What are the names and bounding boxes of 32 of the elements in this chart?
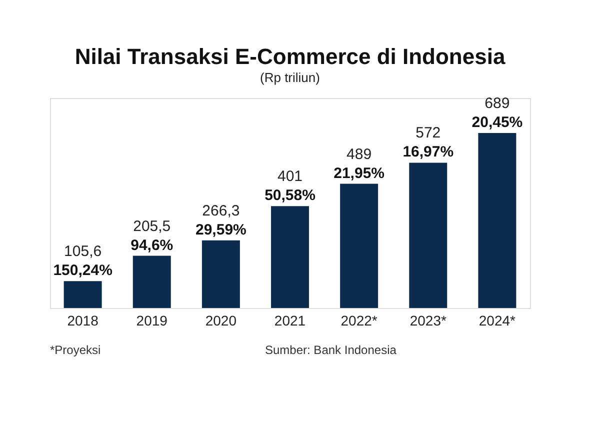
text: *Proyeksi bbox=[50, 343, 101, 357]
text: 20,45% bbox=[472, 114, 523, 131]
data-label: 572 bbox=[416, 124, 441, 142]
bar bbox=[340, 184, 378, 308]
bar bbox=[409, 162, 448, 308]
data-label: 489 bbox=[346, 146, 372, 163]
x-tick-label: 2022* bbox=[340, 312, 378, 328]
x-tick-label: 2019 bbox=[136, 312, 168, 328]
data-label: 266,3 bbox=[202, 202, 240, 220]
bar bbox=[64, 281, 102, 308]
bar bbox=[478, 133, 516, 308]
chart-title: Nilai Transaksi E-Commerce di Indonesia bbox=[74, 44, 506, 69]
data-label: 105,6 bbox=[64, 243, 102, 260]
bar bbox=[271, 206, 309, 308]
x-tick-label: 2020 bbox=[205, 312, 237, 328]
chart-subtitle: (Rp triliun) bbox=[260, 70, 320, 85]
annotation: 21,95% bbox=[334, 164, 384, 182]
bar bbox=[202, 240, 240, 308]
annotation: 16,97% bbox=[402, 144, 454, 161]
x-tick-label: 2018 bbox=[67, 312, 99, 328]
bar bbox=[132, 256, 171, 308]
text: Sumber: Bank Indonesia bbox=[265, 343, 397, 357]
data-label: 689 bbox=[484, 95, 510, 112]
annotation: 150,24% bbox=[53, 262, 112, 280]
annotation: 29,59% bbox=[196, 221, 246, 238]
x-tick-label: 2021 bbox=[274, 312, 306, 328]
annotation: 50,58% bbox=[264, 187, 316, 204]
data-label: 401 bbox=[277, 168, 303, 186]
x-tick-label: 2024* bbox=[478, 312, 516, 328]
data-label: 205,5 bbox=[133, 218, 171, 235]
x-tick-label: 2023* bbox=[410, 312, 447, 328]
annotation: 94,6% bbox=[130, 236, 174, 254]
